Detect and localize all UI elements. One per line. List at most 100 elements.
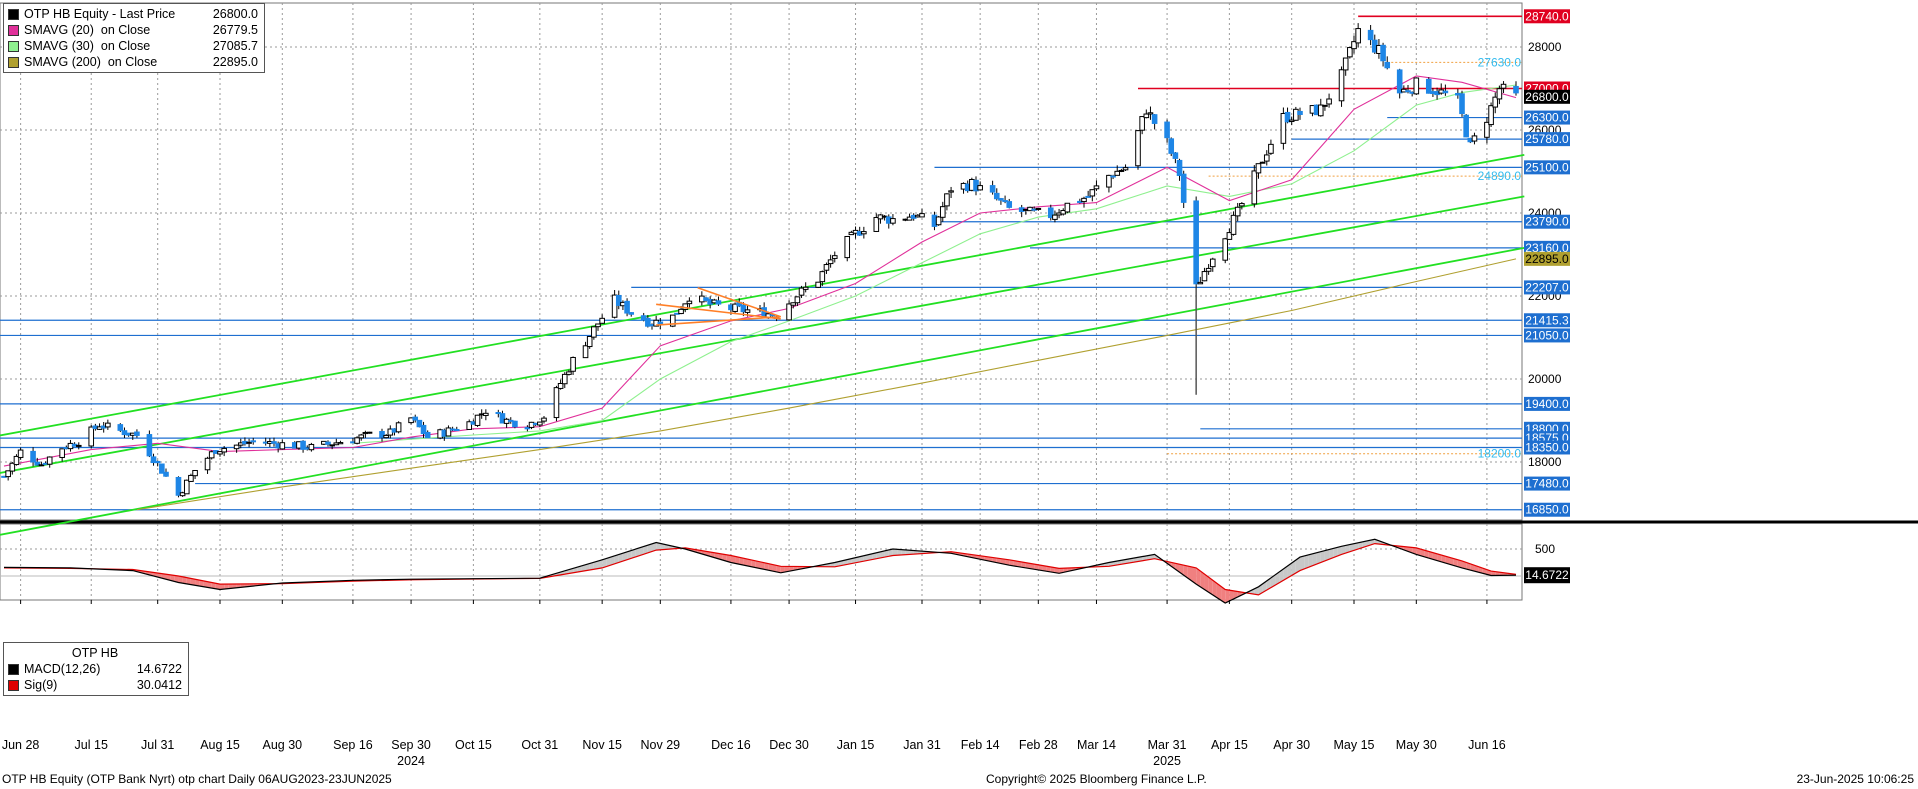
macd-fill bbox=[1129, 558, 1134, 563]
candle-body bbox=[383, 434, 389, 439]
channel-line bbox=[0, 154, 1525, 437]
candle-body bbox=[615, 294, 622, 306]
macd-fill bbox=[1212, 580, 1217, 598]
legend-item-sma200[interactable]: SMAVG (200) on Close 22895.0 bbox=[8, 54, 258, 70]
macd-fill bbox=[1150, 554, 1155, 560]
level-price-label: 23160.0 bbox=[1525, 241, 1569, 255]
macd-panel-frame bbox=[0, 523, 1523, 601]
level-price-tag bbox=[1524, 110, 1570, 125]
macd-fill bbox=[1445, 556, 1450, 565]
level-price-label: 21415.3 bbox=[1525, 313, 1569, 327]
candle-body bbox=[1002, 200, 1008, 203]
macd-fill bbox=[755, 560, 760, 569]
macd-legend[interactable]: OTP HB MACD(12,26) 14.6722 Sig(9) 30.041… bbox=[3, 642, 189, 696]
candle-body bbox=[474, 414, 481, 426]
candle-body bbox=[1147, 112, 1154, 115]
candle-body bbox=[844, 235, 851, 259]
candle-body bbox=[34, 461, 41, 466]
legend-item-sma30[interactable]: SMAVG (30) on Close 27085.7 bbox=[8, 38, 258, 54]
level-price-tag bbox=[1524, 132, 1570, 147]
candle-body bbox=[798, 287, 805, 296]
candle-body bbox=[1459, 93, 1465, 115]
grid bbox=[0, 2, 1918, 601]
footer-copyright: Copyright© 2025 Bloomberg Finance L.P. bbox=[986, 772, 1207, 786]
price-legend[interactable]: OTP HB Equity - Last Price 26800.0 SMAVG… bbox=[3, 3, 265, 73]
candle-body bbox=[5, 470, 11, 478]
macd-fill bbox=[1216, 583, 1222, 601]
candle-body bbox=[1209, 258, 1216, 268]
date-tick-label: May 30 bbox=[1396, 738, 1437, 752]
level-price-label: 25100.0 bbox=[1525, 160, 1569, 174]
candle-body bbox=[998, 198, 1004, 201]
candle-body bbox=[944, 193, 950, 207]
level-price-tag bbox=[1524, 9, 1570, 24]
candle-body bbox=[794, 296, 801, 304]
legend-item-macd[interactable]: MACD(12,26) 14.6722 bbox=[8, 661, 182, 677]
macd-fill bbox=[1142, 555, 1147, 561]
candle-body bbox=[537, 421, 543, 426]
candle-body bbox=[919, 213, 925, 218]
candle-body bbox=[1380, 44, 1386, 62]
macd-fill bbox=[772, 564, 777, 572]
level-price-label: 23790.0 bbox=[1525, 215, 1569, 229]
year-label: 2025 bbox=[1153, 754, 1181, 768]
macd-fill bbox=[203, 580, 208, 588]
candle-body bbox=[524, 427, 531, 430]
legend-value: 27085.7 bbox=[212, 39, 258, 53]
legend-label: SMAVG (200) on Close bbox=[24, 55, 158, 69]
legend-swatch-icon bbox=[8, 663, 19, 675]
candle-body bbox=[105, 422, 111, 428]
macd-fill bbox=[1221, 586, 1226, 603]
candle-body bbox=[233, 444, 240, 450]
candle-body bbox=[150, 456, 157, 464]
macd-fill bbox=[1038, 564, 1043, 571]
candle-body bbox=[1226, 232, 1233, 240]
legend-item-sma20[interactable]: SMAVG (20) on Close 26779.5 bbox=[8, 22, 258, 38]
macd-fill bbox=[199, 580, 204, 587]
candle-body bbox=[412, 416, 419, 421]
candle-body bbox=[1338, 69, 1345, 102]
date-tick-label: Nov 15 bbox=[582, 738, 622, 752]
candle-body bbox=[1081, 197, 1087, 203]
macd-fill bbox=[747, 559, 752, 567]
level-price-label: 16850.0 bbox=[1525, 503, 1569, 517]
candle-body bbox=[935, 216, 942, 226]
legend-value: 14.6722 bbox=[136, 662, 182, 676]
date-tick-label: Mar 14 bbox=[1077, 738, 1116, 752]
macd-fill bbox=[643, 545, 648, 555]
candle-body bbox=[861, 231, 867, 235]
macd-fill bbox=[1320, 550, 1325, 563]
candle-body bbox=[1259, 161, 1266, 164]
candle-body bbox=[628, 312, 635, 315]
candle-body bbox=[499, 413, 506, 424]
macd-fill bbox=[1042, 565, 1047, 572]
macd-fill bbox=[660, 543, 665, 550]
macd-fill bbox=[1009, 559, 1014, 566]
macd-fill bbox=[1250, 588, 1255, 595]
candle-body bbox=[1263, 154, 1270, 162]
level-price-label: 19400.0 bbox=[1525, 397, 1569, 411]
macd-fill bbox=[1208, 577, 1213, 595]
level-price-tag bbox=[1524, 396, 1570, 411]
macd-fill bbox=[1005, 559, 1010, 566]
date-tick-label: Jul 31 bbox=[141, 738, 174, 752]
candle-body bbox=[977, 185, 983, 191]
legend-item-last-price[interactable]: OTP HB Equity - Last Price 26800.0 bbox=[8, 6, 258, 22]
macd-fill bbox=[1466, 562, 1471, 571]
date-tick-label: Dec 30 bbox=[769, 738, 809, 752]
macd-fill bbox=[1046, 566, 1051, 572]
legend-value: 22895.0 bbox=[212, 55, 258, 69]
macd-fill bbox=[1437, 553, 1442, 562]
macd-fill bbox=[876, 551, 881, 559]
macd-fill bbox=[905, 549, 910, 555]
date-tick-label: Aug 15 bbox=[200, 738, 240, 752]
legend-label: SMAVG (20) on Close bbox=[24, 23, 151, 37]
macd-fill bbox=[1192, 566, 1197, 585]
macd-fill bbox=[1125, 558, 1130, 564]
legend-item-signal[interactable]: Sig(9) 30.0412 bbox=[8, 677, 182, 693]
macd-fill bbox=[996, 558, 1001, 564]
macd-fill bbox=[855, 556, 860, 563]
candle-body bbox=[1322, 104, 1328, 107]
candle-body bbox=[146, 434, 153, 457]
